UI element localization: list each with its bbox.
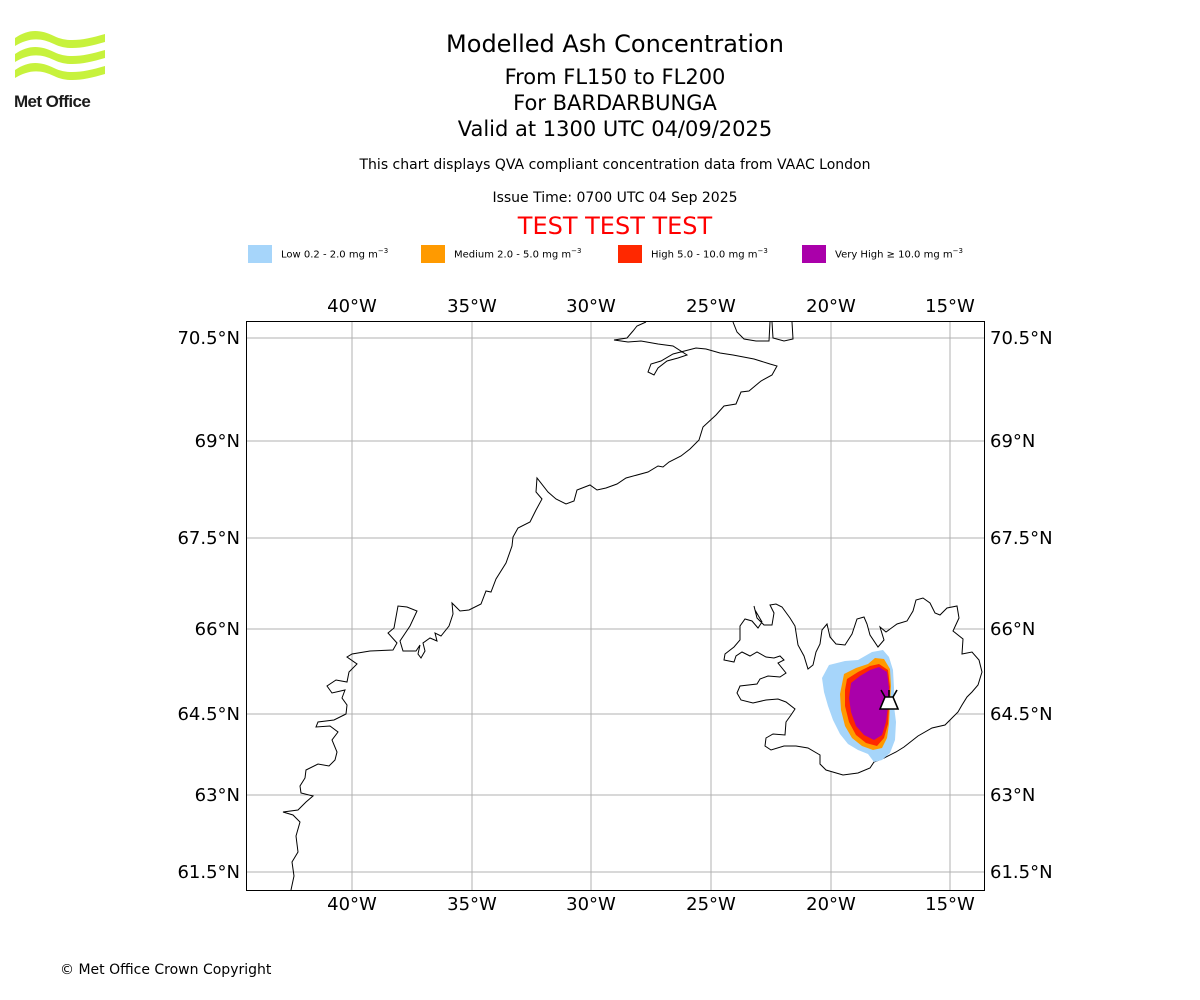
lon-tick-bottom: 30°W	[566, 894, 616, 915]
lat-tick-right: 67.5°N	[990, 528, 1053, 549]
legend-swatch-high	[618, 245, 642, 263]
subtitle-volcano: For BARDARBUNGA	[513, 91, 717, 115]
met-office-logo: Met Office	[14, 30, 106, 112]
legend-item-high: High 5.0 - 10.0 mg m−3	[618, 244, 768, 264]
logo-text: Met Office	[14, 92, 91, 111]
lon-tick-bottom: 20°W	[806, 894, 856, 915]
lon-tick-bottom: 25°W	[686, 894, 736, 915]
lon-tick-bottom: 15°W	[925, 894, 975, 915]
lat-tick-left: 66°N	[195, 619, 240, 640]
subtitle-flight-levels: From FL150 to FL200	[504, 65, 726, 89]
legend-swatch-low	[248, 245, 272, 263]
chart-subtitle: From FL150 to FL200 For BARDARBUNGA Vali…	[0, 64, 1200, 142]
legend-swatch-medium	[421, 245, 445, 263]
lat-tick-right: 70.5°N	[990, 328, 1053, 349]
lat-tick-right: 64.5°N	[990, 704, 1053, 725]
test-banner: TEST TEST TEST	[517, 212, 713, 240]
volcano-icon	[878, 689, 900, 710]
ash-very-high	[849, 667, 889, 740]
lat-tick-right: 69°N	[990, 431, 1035, 452]
greenland-coastline	[282, 321, 778, 891]
lat-tick-left: 67.5°N	[177, 528, 240, 549]
lon-tick-top: 40°W	[327, 296, 377, 317]
legend-label-medium: Medium 2.0 - 5.0 mg m−3	[454, 247, 582, 261]
lon-tick-top: 30°W	[566, 296, 616, 317]
copyright-notice: © Met Office Crown Copyright	[60, 962, 272, 978]
lat-tick-left: 69°N	[195, 431, 240, 452]
map-frame	[246, 321, 985, 891]
lon-tick-bottom: 35°W	[447, 894, 497, 915]
lon-tick-top: 35°W	[447, 296, 497, 317]
lat-tick-right: 61.5°N	[990, 862, 1053, 883]
logo-waves-icon	[15, 30, 105, 81]
subtitle-valid-time: Valid at 1300 UTC 04/09/2025	[457, 117, 773, 141]
legend-label-high: High 5.0 - 10.0 mg m−3	[651, 247, 768, 261]
greenland-coast-north	[732, 321, 794, 342]
lon-tick-top: 20°W	[806, 296, 856, 317]
legend-item-medium: Medium 2.0 - 5.0 mg m−3	[421, 244, 581, 264]
lat-tick-left: 70.5°N	[177, 328, 240, 349]
lon-tick-top: 25°W	[686, 296, 736, 317]
legend-item-low: Low 0.2 - 2.0 mg m−3	[248, 244, 388, 264]
lat-tick-left: 64.5°N	[177, 704, 240, 725]
lat-tick-right: 66°N	[990, 619, 1035, 640]
legend-swatch-very-high	[802, 245, 826, 263]
lat-tick-right: 63°N	[990, 785, 1035, 806]
ash-concentration-layers	[822, 650, 896, 762]
map-gridlines	[247, 322, 984, 890]
lat-tick-left: 63°N	[195, 785, 240, 806]
lon-tick-bottom: 40°W	[327, 894, 377, 915]
legend-item-very-high: Very High ≥ 10.0 mg m−3	[802, 244, 963, 264]
lat-tick-left: 61.5°N	[177, 862, 240, 883]
legend-label-very-high: Very High ≥ 10.0 mg m−3	[835, 247, 963, 261]
legend-label-low: Low 0.2 - 2.0 mg m−3	[281, 247, 389, 261]
chart-title: Modelled Ash Concentration	[446, 30, 784, 58]
chart-note: This chart displays QVA compliant concen…	[359, 157, 871, 173]
lon-tick-top: 15°W	[925, 296, 975, 317]
issue-time: Issue Time: 0700 UTC 04 Sep 2025	[492, 190, 738, 206]
